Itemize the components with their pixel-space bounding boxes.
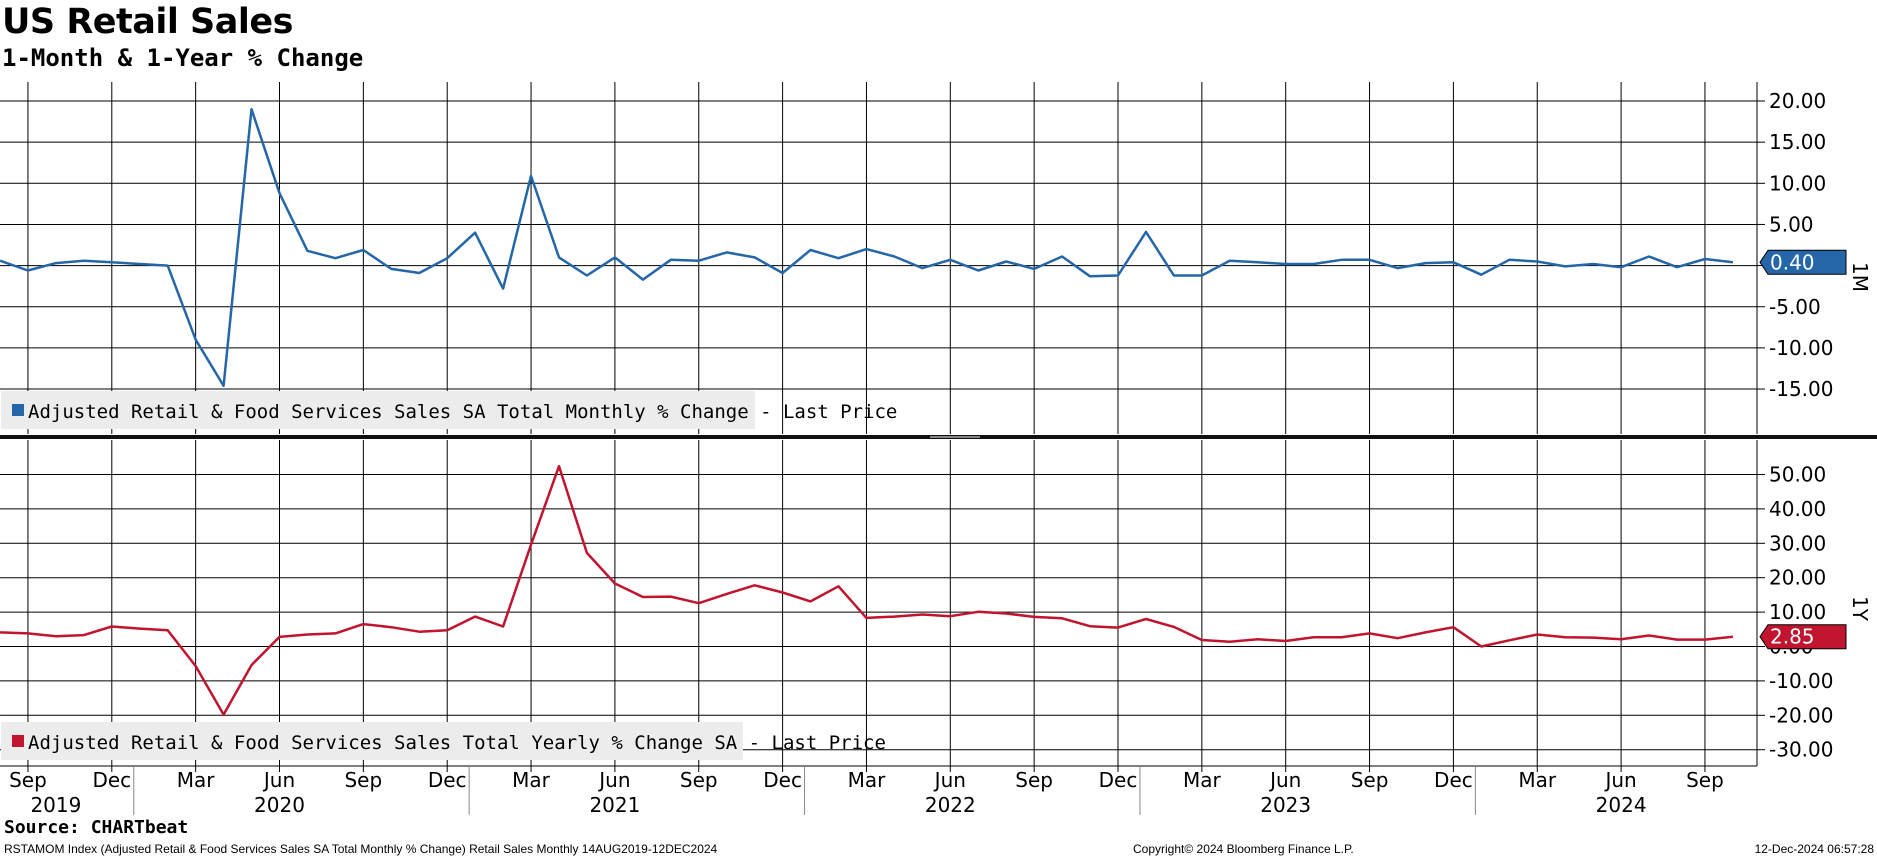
panel-label-1m: 1M [1848,262,1872,292]
last-value-tag-1m-shape [1759,249,1847,275]
x-tick-month-label: Jun [1603,768,1636,792]
x-tick-month-label: Jun [597,768,630,792]
x-tick-year-label: 2024 [1596,793,1647,817]
x-tick-month-label: Dec [1434,768,1473,792]
y-tick-label: -30.00 [1769,738,1833,762]
x-tick-year-label: 2019 [30,793,81,817]
x-tick-month-label: Sep [1351,768,1389,792]
legend-1y-background [1,722,743,760]
y-tick-layer: 20.00 15.00 10.00 5.00 -5.00 -10.00 -15.00 50.0… [1756,82,1833,766]
y-tick-label: -10.00 [1769,336,1833,360]
last-value-tag-1y-shape [1759,624,1847,650]
x-tick-month-label: Sep [344,768,382,792]
panel-divider-handle[interactable] [930,436,980,438]
series-line-1y [0,464,1734,716]
series-layer [0,107,1734,716]
y-tick-label: -10.00 [1769,669,1833,693]
last-value-tag-1m: 0.40 [1759,249,1847,275]
x-tick-year-label: 2021 [589,793,640,817]
x-tick-month-label: Jun [1268,768,1301,792]
y-tick-label: 40.00 [1769,497,1826,521]
y-tick-label: -15.00 [1769,377,1833,401]
x-tick-month-label: Sep [9,768,47,792]
footer-copyright: Copyright© 2024 Bloomberg Finance L.P. [1133,842,1354,856]
panel-label-1y: 1Y [1848,596,1872,622]
y-tick-label: 20.00 [1769,566,1826,590]
footer-description: RSTAMOM Index (Adjusted Retail & Food Se… [4,842,718,856]
source-label: Source: CHARTbeat [4,817,189,838]
y-tick-label: 30.00 [1769,531,1826,555]
y-tick-label: 10.00 [1769,600,1826,624]
x-tick-month-label: Mar [512,768,551,792]
y-tick-label: 10.00 [1769,171,1826,195]
x-tick-month-label: Jun [933,768,966,792]
x-tick-month-label: Dec [92,768,131,792]
x-tick-month-label: Mar [1183,768,1222,792]
y-tick-label: 50.00 [1769,463,1826,487]
x-tick-month-label: Mar [177,768,216,792]
grid-layer [0,82,1757,766]
x-tick-month-label: Dec [763,768,802,792]
last-value-tag-1m-label: 0.40 [1770,250,1815,274]
chart-title: US Retail Sales [2,2,293,42]
legend-1y: Adjusted Retail & Food Services Sales To… [1,722,886,760]
x-tick-year-label: 2020 [254,793,305,817]
y-tick-label: 5.00 [1769,212,1814,236]
legend-1m-background [1,391,755,429]
x-tick-month-label: Dec [1099,768,1138,792]
legend-1y-swatch [12,735,24,747]
footer-timestamp: 12-Dec-2024 06:57:28 [1754,842,1874,856]
chart-subtitle: 1-Month & 1-Year % Change [2,44,364,72]
x-tick-month-label: Jun [262,768,295,792]
x-tick-month-label: Mar [848,768,887,792]
x-tick-month-label: Sep [680,768,718,792]
last-value-tag-1y-label: 2.85 [1770,625,1815,649]
legend-1m-swatch [12,404,24,416]
x-tick-year-label: 2023 [1260,793,1311,817]
y-tick-label: -5.00 [1769,295,1821,319]
last-value-tag-1y: 2.85 [1759,624,1847,650]
y-tick-label: 15.00 [1769,130,1826,154]
legend-1m-label: Adjusted Retail & Food Services Sales SA… [28,401,897,423]
x-tick-month-label: Dec [428,768,467,792]
y-tick-label: -20.00 [1769,703,1833,727]
x-tick-month-label: Mar [1518,768,1557,792]
x-tick-layer: Sep Dec Mar Jun Sep Dec Mar Jun Sep Dec Mar Jun Sep D… [0,765,1757,817]
y-tick-label: 20.00 [1769,89,1826,113]
series-line-1m [0,107,1734,388]
legend-1m: Adjusted Retail & Food Services Sales SA… [1,391,897,429]
legend-1y-label: Adjusted Retail & Food Services Sales To… [28,732,886,754]
x-tick-month-label: Sep [1686,768,1724,792]
x-tick-year-label: 2022 [925,793,976,817]
x-tick-month-label: Sep [1015,768,1053,792]
